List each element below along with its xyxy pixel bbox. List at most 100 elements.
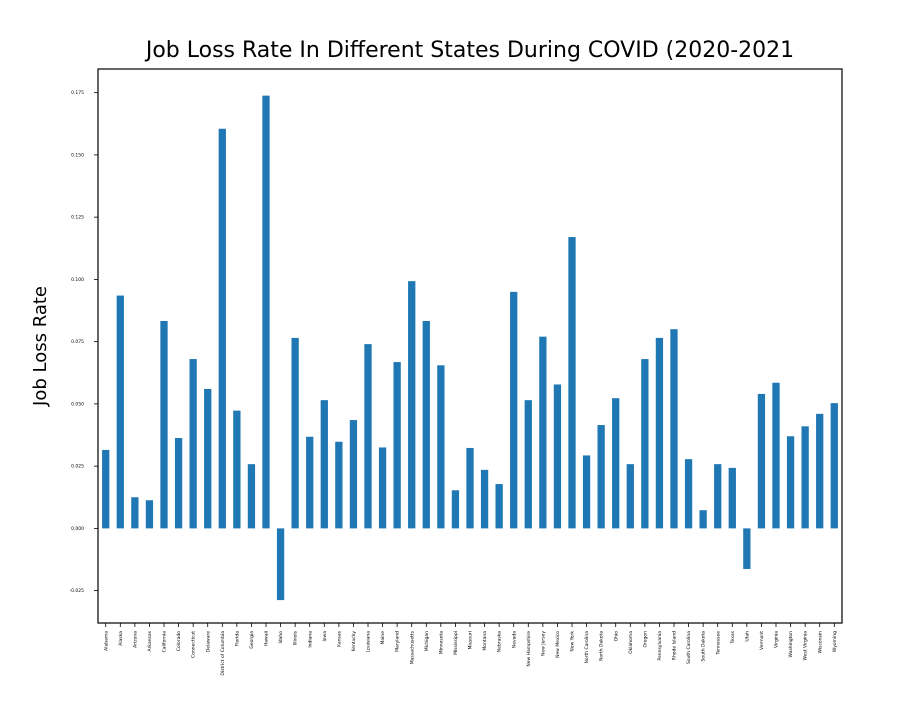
x-tick-label: New Mexico [555,631,561,658]
bar [160,320,168,529]
x-tick-label: Wisconsin [817,631,823,654]
x-tick-label: North Carolina [584,631,590,664]
x-tick-label: Iowa [322,631,328,642]
x-tick-label: New York [570,631,576,652]
x-tick-label: California [162,631,168,653]
x-tick-label: Alaska [118,631,124,646]
bar [276,528,285,601]
bar [393,362,401,529]
bar [218,128,226,529]
bar [801,426,809,529]
bar [204,388,212,529]
bar [335,441,343,529]
bar [612,398,620,529]
x-tick-label: New Jersey [540,631,546,656]
bar [495,484,503,529]
bar [670,329,678,529]
x-tick-label: Pennsylvania [657,631,663,661]
x-tick-label: Indiana [307,631,313,648]
chart-title: Job Loss Rate In Different States During… [144,38,794,63]
x-tick-label: South Dakota [701,631,707,662]
x-tick-label: Virginia [774,631,780,648]
bar [189,359,197,529]
bar [597,425,605,529]
x-tick-label: West Virginia [803,631,809,661]
x-tick-label: Arizona [132,631,138,648]
x-tick-label: Missouri [468,631,474,650]
bar [349,420,358,529]
bar [757,393,766,529]
bar [451,490,460,529]
bar [174,438,183,529]
bar [510,291,518,529]
x-tick-label: Hawaii [264,631,270,646]
bar [816,413,824,529]
bar [743,528,751,569]
bar [641,359,649,529]
x-tick-label: Alabama [103,631,109,651]
x-tick-label: Illinois [293,630,299,645]
bar [131,497,139,529]
x-tick-label: North Dakota [599,631,605,661]
bar [830,403,838,529]
y-tick-label: 0.050 [71,401,84,407]
x-tick-label: Ohio [613,631,619,642]
x-tick-label: Massachusetts [409,630,415,664]
x-tick-label: Arkansas [147,630,153,651]
bar [655,337,664,529]
x-tick-label: Oregon [642,631,648,648]
x-tick-label: Maryland [395,631,401,652]
bar [772,382,780,529]
x-tick-label: Maine [380,631,386,645]
bar [145,500,154,529]
x-tick-label: Kentucky [351,631,357,652]
bar [714,464,722,529]
x-tick-label: Texas [730,630,736,644]
y-tick-label: -0.025 [69,588,84,594]
y-tick-label: 0.000 [71,526,84,532]
bar [684,459,693,529]
x-tick-label: South Carolina [686,631,692,664]
plot-frame [97,68,843,624]
x-tick-label: Colorado [176,631,182,651]
x-tick-label: Wyoming [832,631,838,652]
x-tick-label: Tennessee [715,631,721,656]
x-tick-label: Nevada [511,631,517,648]
x-tick-label: Utah [744,631,750,642]
x-tick-label: Montana [482,631,488,651]
bar [320,400,328,529]
bar [306,436,314,529]
bar [437,365,445,529]
x-tick-label: Idaho [278,631,284,644]
bar [786,436,795,529]
bar [422,320,430,529]
bar [262,95,270,529]
bar [408,281,416,529]
bar [582,455,591,529]
bar [466,447,474,529]
y-tick-label: 0.100 [71,277,84,283]
bar [378,447,387,529]
bars [102,95,838,601]
x-tick-label: Washington [788,631,794,658]
bar [480,469,489,529]
x-tick-label: Connecticut [191,631,197,658]
bar [233,410,241,529]
bar [699,510,707,529]
x-tick-label: Georgia [249,631,255,649]
bar [102,449,110,529]
x-tick-label: Kansas [336,630,342,647]
bar [728,467,736,529]
x-tick-label: New Hampshire [526,631,532,667]
x-tick-label: Michigan [424,631,430,651]
x-tick-label: Oklahoma [628,631,634,654]
x-tick-label: Vermont [759,631,765,650]
y-tick-label: 0.125 [71,215,84,221]
bar [539,336,547,529]
y-axis-label: Job Loss Rate [30,286,51,407]
bar [568,237,576,529]
x-tick-label: Rhode Island [672,631,678,660]
x-tick-label: Minnesota [438,631,444,654]
y-axis-ticks: -0.025 0.000 0.025 0.050 0.075 0.100 0.125 0.15… [69,90,98,594]
